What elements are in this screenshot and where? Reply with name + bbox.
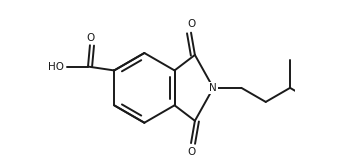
Text: O: O <box>187 147 195 157</box>
Text: N: N <box>209 83 217 93</box>
Text: O: O <box>187 19 195 29</box>
Text: O: O <box>87 33 95 43</box>
Text: HO: HO <box>48 61 64 72</box>
